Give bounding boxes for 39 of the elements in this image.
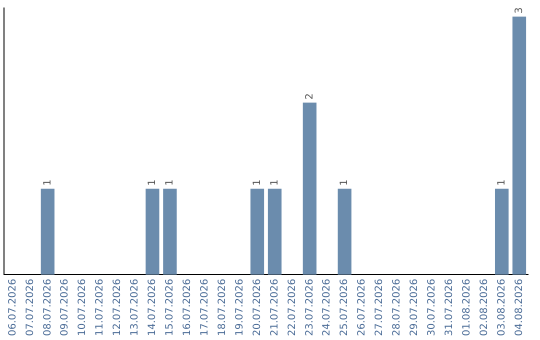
x-tick-label: 22.07.2026 [286, 278, 298, 336]
data-label: 1 [42, 179, 54, 186]
x-tick-label: 13.07.2026 [130, 278, 141, 336]
x-tick-label: 25.07.2026 [339, 278, 350, 336]
x-tick-label: 03.08.2026 [496, 278, 508, 336]
data-label: 1 [269, 179, 280, 186]
data-label: 1 [164, 179, 176, 186]
x-tick-label: 28.07.2026 [392, 278, 403, 336]
data-label: 1 [496, 179, 508, 186]
x-tick-label: 23.07.2026 [304, 278, 316, 336]
x-tick-label: 14.07.2026 [147, 278, 158, 336]
x-tick-label: 01.08.2026 [461, 278, 472, 336]
x-tick-label: 18.07.2026 [216, 278, 228, 336]
data-label: 2 [304, 93, 316, 100]
x-tick-label: 16.07.2026 [182, 278, 193, 336]
x-tick-label: 15.07.2026 [164, 278, 176, 336]
x-tick-label: 11.07.2026 [94, 278, 106, 336]
x-tick-label: 20.07.2026 [252, 278, 263, 336]
data-label: 3 [514, 7, 525, 14]
x-tick-label: 07.07.2026 [24, 278, 36, 336]
data-label: 1 [252, 179, 263, 186]
x-tick-label: 02.08.2026 [478, 278, 490, 336]
x-tick-label: 26.07.2026 [356, 278, 368, 336]
x-tick-label: 21.07.2026 [269, 278, 280, 336]
x-tick-label: 19.07.2026 [234, 278, 246, 336]
x-tick-label: 10.07.2026 [77, 278, 88, 336]
x-tick-label: 31.07.2026 [444, 278, 455, 336]
x-tick-label: 17.07.2026 [199, 278, 210, 336]
x-tick-label: 06.07.2026 [7, 278, 18, 336]
x-tick-label: 24.07.2026 [322, 278, 333, 336]
x-tick-label: 12.07.2026 [112, 278, 124, 336]
x-tick-label: 30.07.2026 [426, 278, 438, 336]
x-tick-label: 04.08.2026 [514, 278, 525, 336]
x-tick-label: 29.07.2026 [409, 278, 420, 336]
x-tick-label: 09.07.2026 [60, 278, 71, 336]
x-tick-label: 27.07.2026 [374, 278, 386, 336]
x-tick-label: 08.07.2026 [42, 278, 54, 336]
data-label: 1 [339, 179, 350, 186]
data-label: 1 [147, 179, 158, 186]
